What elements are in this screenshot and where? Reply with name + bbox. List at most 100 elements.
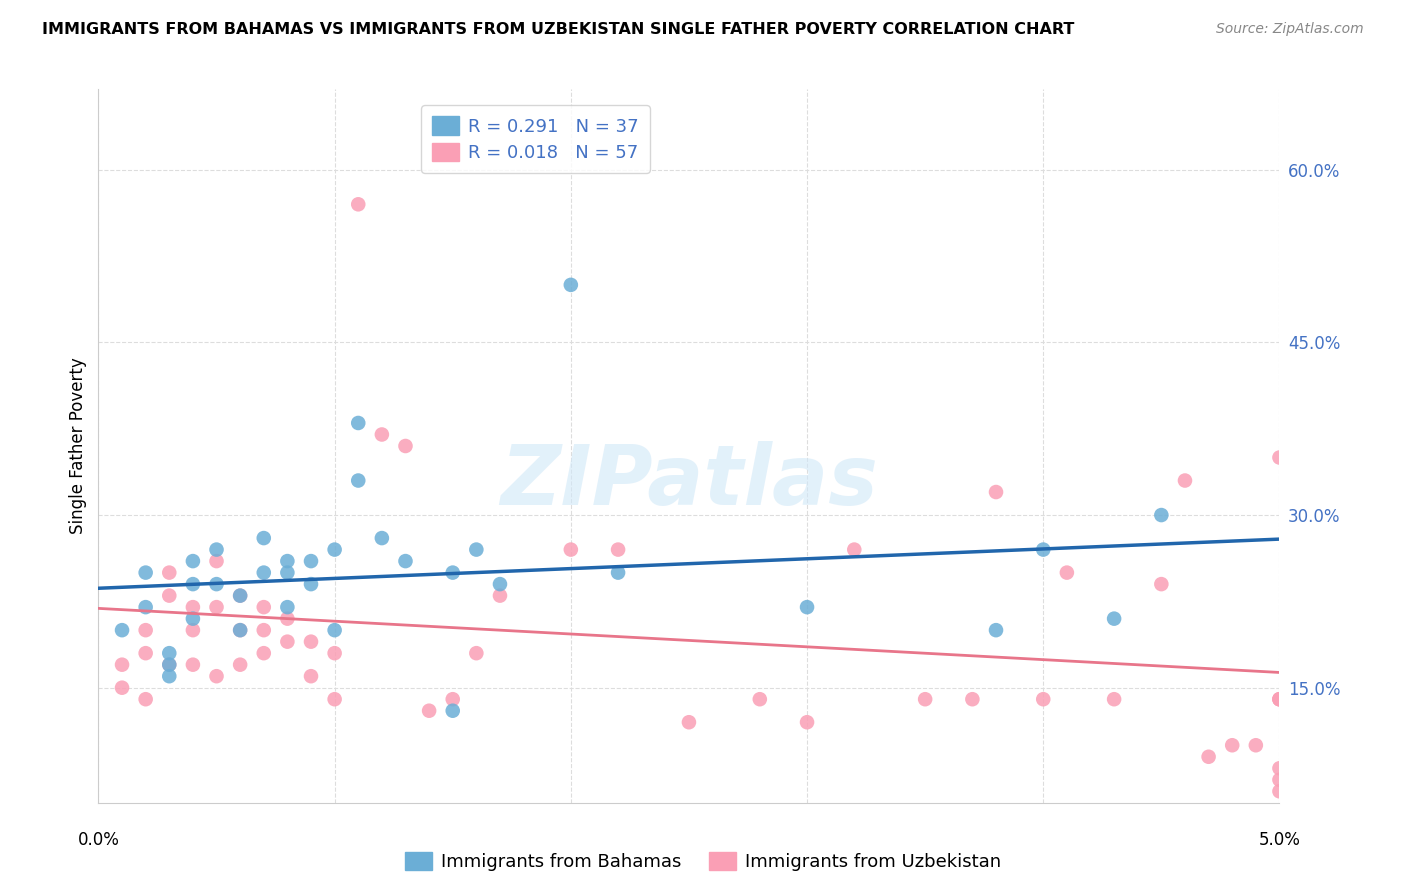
Point [347, 474, 370, 488]
Point [844, 542, 866, 557]
Point [1150, 508, 1173, 522]
Point [465, 542, 488, 557]
Point [181, 577, 204, 591]
Point [299, 554, 322, 568]
Point [205, 600, 228, 615]
Point [181, 657, 204, 672]
Point [299, 634, 322, 648]
Point [253, 646, 276, 660]
Point [276, 554, 298, 568]
Point [1198, 749, 1220, 764]
Point [229, 623, 252, 637]
Legend: R = 0.291   N = 37, R = 0.018   N = 57: R = 0.291 N = 37, R = 0.018 N = 57 [422, 105, 650, 173]
Point [371, 427, 394, 442]
Point [1032, 692, 1054, 706]
Point [253, 600, 276, 615]
Point [135, 692, 157, 706]
Point [1032, 542, 1054, 557]
Point [157, 657, 180, 672]
Point [323, 692, 346, 706]
Point [962, 692, 984, 706]
Point [229, 589, 252, 603]
Point [1268, 772, 1291, 787]
Point [748, 692, 770, 706]
Point [1220, 738, 1243, 752]
Point [1056, 566, 1078, 580]
Point [135, 646, 157, 660]
Point [394, 439, 416, 453]
Point [299, 577, 322, 591]
Point [253, 566, 276, 580]
Point [111, 623, 134, 637]
Point [1102, 692, 1125, 706]
Text: Source: ZipAtlas.com: Source: ZipAtlas.com [1216, 22, 1364, 37]
Point [157, 669, 180, 683]
Point [135, 600, 157, 615]
Point [489, 589, 512, 603]
Point [205, 542, 228, 557]
Point [276, 566, 298, 580]
Point [441, 704, 464, 718]
Point [418, 704, 440, 718]
Point [229, 657, 252, 672]
Text: IMMIGRANTS FROM BAHAMAS VS IMMIGRANTS FROM UZBEKISTAN SINGLE FATHER POVERTY CORR: IMMIGRANTS FROM BAHAMAS VS IMMIGRANTS FR… [42, 22, 1074, 37]
Point [157, 589, 180, 603]
Point [441, 566, 464, 580]
Point [157, 646, 180, 660]
Legend: Immigrants from Bahamas, Immigrants from Uzbekistan: Immigrants from Bahamas, Immigrants from… [398, 845, 1008, 879]
Point [205, 577, 228, 591]
Point [323, 623, 346, 637]
Point [323, 646, 346, 660]
Point [181, 623, 204, 637]
Point [229, 589, 252, 603]
Point [347, 197, 370, 211]
Point [1268, 450, 1291, 465]
Point [1150, 577, 1173, 591]
Point [135, 566, 157, 580]
Point [796, 600, 818, 615]
Point [1268, 692, 1291, 706]
Point [157, 566, 180, 580]
Point [323, 542, 346, 557]
Point [1268, 761, 1291, 775]
Point [253, 623, 276, 637]
Point [1244, 738, 1267, 752]
Text: 5.0%: 5.0% [1258, 831, 1301, 849]
Point [135, 623, 157, 637]
Point [347, 416, 370, 430]
Point [560, 277, 582, 292]
Point [157, 657, 180, 672]
Point [394, 554, 416, 568]
Point [560, 542, 582, 557]
Point [1174, 474, 1197, 488]
Point [1268, 692, 1291, 706]
Point [205, 554, 228, 568]
Text: ZIPatlas: ZIPatlas [501, 442, 877, 522]
Point [181, 554, 204, 568]
Point [678, 715, 700, 730]
Point [205, 669, 228, 683]
Point [984, 485, 1007, 500]
Point [253, 531, 276, 545]
Point [465, 646, 488, 660]
Point [111, 681, 134, 695]
Point [607, 542, 630, 557]
Point [1102, 612, 1125, 626]
Point [229, 623, 252, 637]
Point [371, 531, 394, 545]
Point [984, 623, 1007, 637]
Point [1268, 784, 1291, 798]
Point [181, 612, 204, 626]
Text: 0.0%: 0.0% [77, 831, 120, 849]
Point [607, 566, 630, 580]
Point [181, 600, 204, 615]
Point [914, 692, 936, 706]
Point [111, 657, 134, 672]
Point [796, 715, 818, 730]
Point [489, 577, 512, 591]
Y-axis label: Single Father Poverty: Single Father Poverty [69, 358, 87, 534]
Point [441, 692, 464, 706]
Point [1268, 692, 1291, 706]
Point [276, 600, 298, 615]
Point [276, 612, 298, 626]
